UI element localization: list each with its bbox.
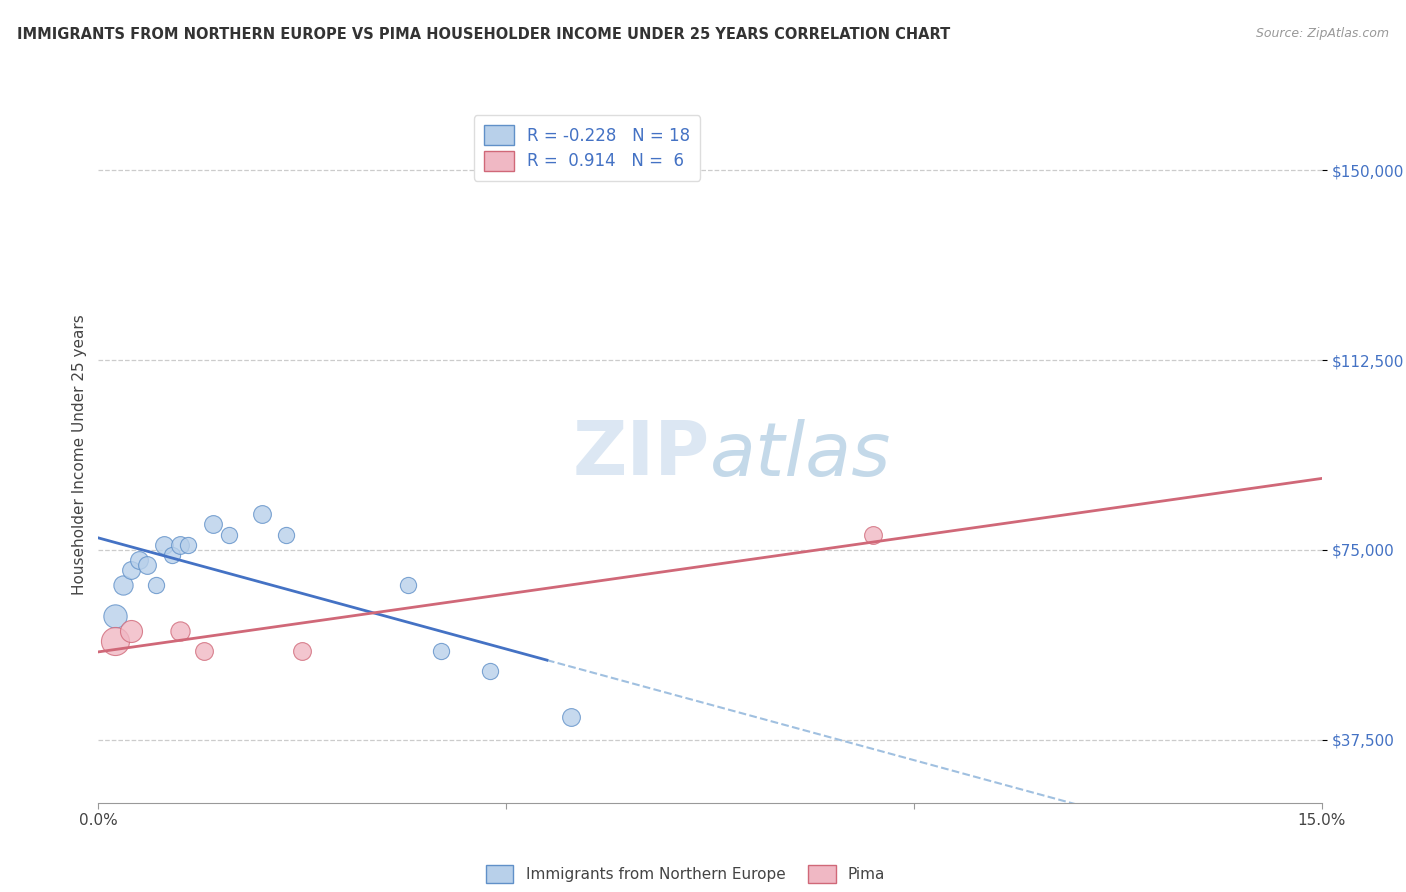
Point [250, 508, 273, 522]
Point [396, 578, 419, 592]
Text: ZIP: ZIP [572, 418, 710, 491]
Point [862, 527, 884, 541]
Point [560, 710, 582, 724]
Point [218, 527, 240, 541]
Point [145, 578, 167, 592]
Text: IMMIGRANTS FROM NORTHERN EUROPE VS PIMA HOUSEHOLDER INCOME UNDER 25 YEARS CORREL: IMMIGRANTS FROM NORTHERN EUROPE VS PIMA … [17, 27, 950, 42]
Point [136, 558, 159, 572]
Point [169, 538, 191, 552]
Point [120, 624, 142, 638]
Point [430, 644, 453, 658]
Point [201, 517, 224, 532]
Point [274, 527, 297, 541]
Text: Source: ZipAtlas.com: Source: ZipAtlas.com [1256, 27, 1389, 40]
Point [177, 538, 200, 552]
Point [111, 578, 134, 592]
Point [169, 624, 191, 638]
Point [120, 563, 142, 577]
Text: atlas: atlas [710, 419, 891, 491]
Point [152, 538, 174, 552]
Y-axis label: Householder Income Under 25 years: Householder Income Under 25 years [72, 315, 87, 595]
Point [160, 548, 183, 562]
Point [128, 553, 150, 567]
Point [104, 608, 127, 623]
Point [291, 644, 314, 658]
Point [478, 665, 501, 679]
Legend: Immigrants from Northern Europe, Pima: Immigrants from Northern Europe, Pima [479, 859, 891, 889]
Point [104, 633, 127, 648]
Point [193, 644, 215, 658]
